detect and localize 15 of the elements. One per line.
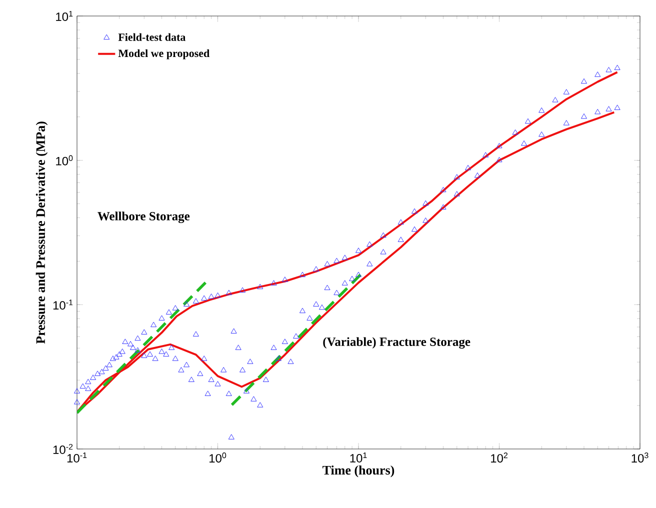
x-tick-label: 10$^{-1}$ bbox=[67, 452, 87, 462]
x-tick-label: 10$^{2}$ bbox=[491, 452, 508, 463]
x-tick-label: 10$^{0}$ bbox=[210, 452, 226, 463]
legend-label: Field-test data bbox=[118, 33, 186, 41]
legend-label: Model we proposed bbox=[118, 49, 210, 60]
x-tick-label: 10$^{1}$ bbox=[350, 452, 367, 462]
annotation: (Variable) Fracture Storage bbox=[323, 337, 470, 349]
y-tick-label: 10$^{-2}$ bbox=[53, 444, 73, 454]
y-axis-title: Pressure and Pressure Derivative (MPa) bbox=[36, 122, 48, 344]
annotation: Wellbore Storage bbox=[98, 212, 190, 224]
y-tick-label: 10$^{1}$ bbox=[56, 11, 73, 21]
x-tick-label: 10$^{3}$ bbox=[632, 452, 648, 463]
y-tick-label: 10$^{0}$ bbox=[56, 155, 73, 166]
y-tick-label: 10$^{-1}$ bbox=[53, 300, 73, 310]
x-axis-title: Time (hours) bbox=[322, 465, 394, 478]
